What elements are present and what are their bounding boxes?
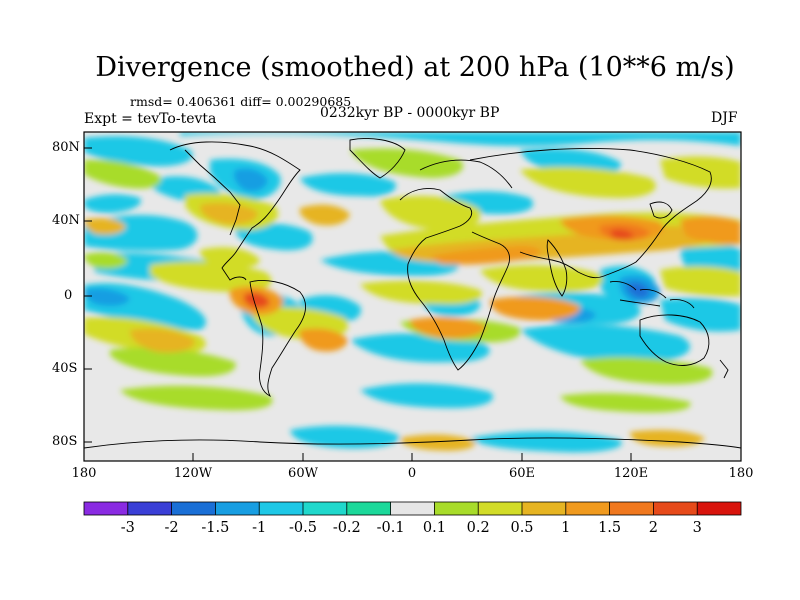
colorbar-label: -1 [252,520,267,536]
colorbar-box-10 [522,502,566,515]
colorbar-box-9 [478,502,522,515]
colorbar-label: 3 [692,520,702,536]
colorbar-label: -0.1 [376,520,405,536]
experiment-label: Expt = tevTo-tevta [84,111,217,127]
period-label: 0232kyr BP - 0000kyr BP [320,105,500,121]
y-tick-40s: 40S [52,361,78,376]
colorbar-box-3 [215,502,260,515]
colorbar-label: -2 [164,520,179,536]
season-label: DJF [711,110,738,126]
colorbar-label: -3 [120,520,135,536]
colorbar-box-2 [171,502,216,515]
colorbar-box-1 [127,502,172,515]
colorbar-box-5 [303,502,347,515]
colorbar-label: 0.2 [466,520,490,536]
colorbar-label: 1 [561,520,571,536]
colorbar-box-0 [84,502,128,515]
x-tick-60e: 60E [508,466,536,481]
x-tick-120w: 120W [173,466,213,481]
stats-label: rmsd= 0.406361 diff= 0.00290685 [130,94,352,109]
colorbar-label: -0.5 [289,520,317,536]
x-tick-180w: 180 [71,466,97,481]
colorbar-box-7 [390,502,435,515]
colorbar-box-13 [653,502,698,515]
axis-ticks [83,147,742,461]
y-tick-80s: 80S [52,434,78,449]
colorbar-box-6 [346,502,391,515]
colorbar-label: 1.5 [598,520,622,536]
x-tick-0: 0 [407,466,417,481]
colorbar-label: -1.5 [201,520,230,536]
colorbar-label: 0.5 [510,520,534,536]
colorbar [83,501,742,516]
x-tick-60w: 60W [288,466,318,481]
y-tick-40n: 40N [52,213,80,228]
coastlines [84,138,741,449]
colorbar-box-14 [697,502,741,515]
divergence-field [84,132,741,453]
colorbar-box-12 [609,502,654,515]
x-tick-120e: 120E [613,466,649,481]
y-tick-80n: 80N [52,140,80,155]
colorbar-box-4 [259,502,303,515]
map-title: Divergence (smoothed) at 200 hPa (10**6 … [95,52,735,83]
colorbar-box-8 [434,502,479,515]
colorbar-label: 0.1 [422,520,446,536]
colorbar-label: -0.2 [332,520,361,536]
colorbar-box-11 [565,502,610,515]
colorbar-label: 2 [648,520,659,536]
x-tick-180e: 180 [728,466,754,481]
y-tick-0: 0 [64,288,73,303]
